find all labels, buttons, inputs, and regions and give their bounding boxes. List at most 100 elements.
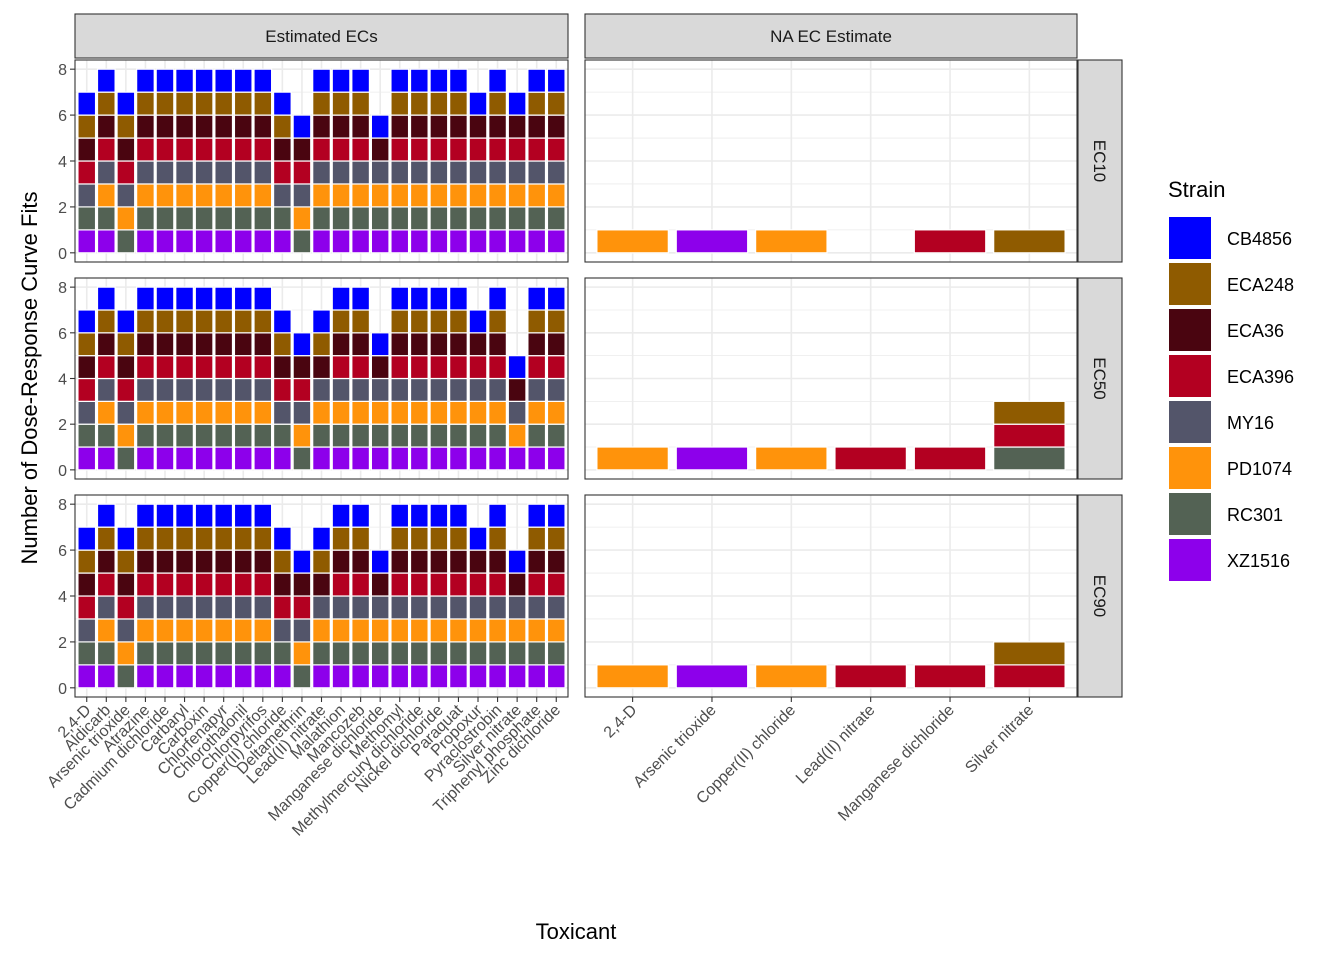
- bar-segment-rc301: [272, 641, 292, 666]
- bar-segment-pd1074: [596, 446, 669, 471]
- bar-segment-my16: [390, 377, 410, 402]
- bar-segment-xz1516: [546, 229, 566, 254]
- bar-segment-cb4856: [155, 286, 175, 311]
- bar-segment-eca396: [136, 355, 155, 380]
- bar-segment-rc301: [253, 641, 273, 666]
- bar-segment-my16: [527, 595, 547, 620]
- bar-segment-rc301: [468, 641, 488, 666]
- bar-segment-pd1074: [253, 183, 273, 208]
- bar-segment-my16: [312, 595, 331, 620]
- bar-segment-xz1516: [312, 229, 331, 254]
- bar-segment-my16: [96, 160, 116, 185]
- bar-segment-eca396: [155, 572, 175, 597]
- bar-segment-pd1074: [214, 400, 234, 425]
- bar-segment-xz1516: [214, 446, 234, 471]
- bar-segment-pd1074: [312, 400, 331, 425]
- bar-segment-cb4856: [272, 309, 292, 334]
- bar-segment-pd1074: [546, 400, 566, 425]
- bar-segment-xz1516: [253, 229, 273, 254]
- bar-segment-rc301: [546, 423, 566, 448]
- bar-segment-eca396: [468, 137, 488, 162]
- bar-segment-my16: [253, 377, 273, 402]
- bar-segment-rc301: [488, 206, 507, 231]
- bar-segment-pd1074: [96, 400, 116, 425]
- bar-segment-my16: [233, 160, 253, 185]
- y-tick-label: 6: [58, 326, 67, 343]
- bar-segment-rc301: [194, 641, 214, 666]
- bar-segment-xz1516: [155, 229, 175, 254]
- legend-item-cb4856: CB4856: [1169, 217, 1292, 259]
- bar-segment-xz1516: [272, 229, 292, 254]
- bar-segment-pd1074: [527, 183, 547, 208]
- bar-segment-cb4856: [77, 309, 97, 334]
- bar-segment-eca36: [527, 114, 547, 139]
- bar-segment-eca36: [331, 332, 351, 357]
- bar-segment-my16: [409, 160, 429, 185]
- bar-segment-eca396: [409, 355, 429, 380]
- bar-segment-eca36: [507, 377, 527, 402]
- bar-segment-pd1074: [755, 229, 828, 254]
- row-strip-box: [1077, 59, 1123, 263]
- bar-segment-xz1516: [96, 446, 116, 471]
- panel-ec50-estimated: [74, 277, 569, 480]
- bar-segment-xz1516: [136, 229, 155, 254]
- bar-segment-eca396: [175, 572, 194, 597]
- bar-segment-xz1516: [546, 446, 566, 471]
- bar-segment-pd1074: [449, 618, 468, 643]
- bar-segment-pd1074: [214, 183, 234, 208]
- bar-segment-eca248: [214, 309, 234, 334]
- bar-segment-my16: [116, 400, 136, 425]
- bar-segment-rc301: [214, 206, 234, 231]
- bar-segment-xz1516: [233, 229, 253, 254]
- bar-segment-my16: [449, 160, 468, 185]
- bar-segment-eca396: [175, 137, 194, 162]
- bar-segment-xz1516: [468, 229, 488, 254]
- bar-segment-cb4856: [331, 68, 351, 93]
- bar-segment-my16: [292, 183, 312, 208]
- bar-segment-eca36: [449, 332, 468, 357]
- bar-segment-eca396: [194, 355, 214, 380]
- bar-segment-cb4856: [331, 503, 351, 528]
- legend-label: PD1074: [1227, 459, 1292, 479]
- bar-segment-eca36: [468, 332, 488, 357]
- bar-segment-eca248: [429, 91, 449, 116]
- bar-segment-eca396: [449, 572, 468, 597]
- bar-segment-eca36: [449, 114, 468, 139]
- bar-segment-rc301: [370, 641, 390, 666]
- bar-segment-cb4856: [429, 503, 449, 528]
- legend: Strain CB4856 ECA248 ECA36 ECA396 MY16 PD1074…: [1168, 177, 1294, 581]
- bar-segment-pd1074: [390, 183, 410, 208]
- y-tick-label: 4: [58, 589, 67, 606]
- bar-segment-eca396: [331, 355, 351, 380]
- bar-segment-my16: [292, 618, 312, 643]
- bar-segment-eca36: [468, 549, 488, 574]
- y-tick-label: 6: [58, 108, 67, 125]
- bar-segment-eca396: [913, 664, 987, 689]
- bar-segment-pd1074: [312, 618, 331, 643]
- bar-segment-eca248: [331, 526, 351, 551]
- bar-segment-eca36: [390, 332, 410, 357]
- y-tick-label: 2: [58, 200, 67, 217]
- bar-segment-eca248: [527, 309, 547, 334]
- row-strip-label: EC90: [1090, 575, 1109, 618]
- bar-segment-cb4856: [272, 526, 292, 551]
- bar-segment-eca36: [194, 114, 214, 139]
- bar-segment-xz1516: [233, 446, 253, 471]
- bar-segment-rc301: [429, 423, 449, 448]
- bar-segment-cb4856: [214, 286, 234, 311]
- bar-segment-xz1516: [409, 229, 429, 254]
- bar-segment-pd1074: [292, 423, 312, 448]
- bar-segment-rc301: [233, 423, 253, 448]
- bar-segment-my16: [136, 595, 155, 620]
- bar-segment-rc301: [527, 641, 547, 666]
- bar-segment-eca396: [390, 355, 410, 380]
- bar-segment-eca248: [993, 229, 1066, 254]
- bar-segment-eca248: [214, 91, 234, 116]
- bar-segment-pd1074: [331, 400, 351, 425]
- bar-segment-eca36: [214, 332, 234, 357]
- bar-segment-xz1516: [488, 229, 507, 254]
- bar-segment-cb4856: [449, 286, 468, 311]
- bar-segment-pd1074: [194, 618, 214, 643]
- bar-segment-eca248: [351, 91, 371, 116]
- bar-segment-my16: [331, 160, 351, 185]
